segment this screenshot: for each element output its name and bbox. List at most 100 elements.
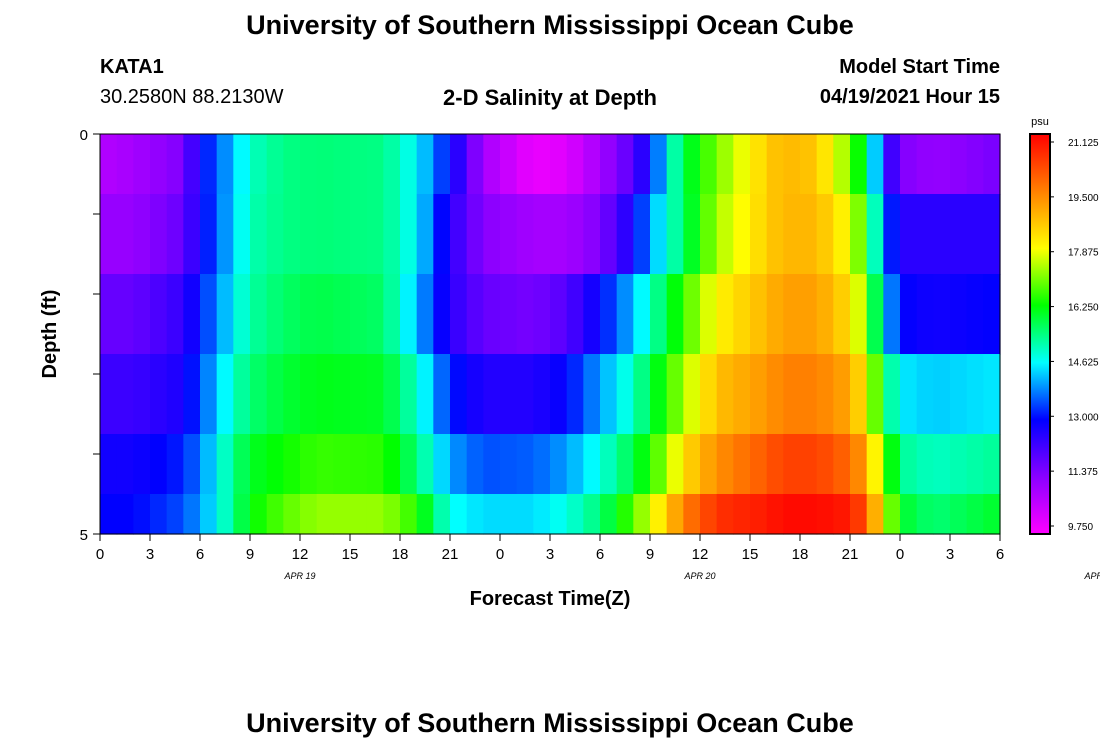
heatmap-cell (750, 134, 768, 195)
chart-heading: 2-D Salinity at Depth (443, 85, 657, 110)
heatmap-cell (966, 134, 984, 195)
station-id: KATA1 (100, 56, 164, 78)
heatmap-cell (833, 434, 851, 495)
x-tick-label: 21 (442, 546, 459, 563)
heatmap-cell (783, 434, 801, 495)
heatmap-cell (116, 494, 134, 535)
heatmap-cell (266, 274, 284, 355)
x-tick-label: 9 (646, 546, 654, 563)
colorbar-tick-label: 17.875 (1068, 248, 1099, 259)
colorbar-tick-label: 16.250 (1068, 303, 1099, 314)
heatmap-cell (600, 494, 618, 535)
heatmap-cell (283, 434, 301, 495)
heatmap-cell (200, 434, 218, 495)
heatmap-cell (550, 134, 568, 195)
heatmap-cell (966, 274, 984, 355)
heatmap-cell (416, 494, 434, 535)
heatmap-cell (316, 194, 334, 275)
heatmap-cell (716, 274, 734, 355)
heatmap-cell (350, 354, 368, 435)
heatmap-cell (583, 134, 601, 195)
heatmap-cell (983, 274, 1001, 355)
heatmap-cell (616, 194, 634, 275)
heatmap-cell (700, 134, 718, 195)
heatmap-cell (900, 354, 918, 435)
heatmap-cell (783, 194, 801, 275)
heatmap-cell (850, 354, 868, 435)
x-axis: 0 3 6 9 12 15 18 21 0 3 6 9 12 15 18 21 0 3 6 APR 19 APR 20 A… (96, 534, 1100, 581)
heatmap-cell (400, 274, 418, 355)
heatmap-cell (983, 434, 1001, 495)
heatmap-cell (533, 134, 551, 195)
heatmap-cell (300, 434, 318, 495)
heatmap-cell (166, 354, 184, 435)
heatmap-cell (633, 274, 651, 355)
heatmap-cell (700, 354, 718, 435)
heatmap-cell (766, 274, 784, 355)
heatmap-cell (266, 194, 284, 275)
heatmap-cell (383, 434, 401, 495)
heatmap-cell (633, 434, 651, 495)
heatmap-cell (783, 494, 801, 535)
heatmap-cell (650, 274, 668, 355)
heatmap-cell (750, 434, 768, 495)
heatmap-cell (900, 134, 918, 195)
heatmap-cell (183, 134, 201, 195)
heatmap-cell (950, 274, 968, 355)
heatmap-cell (800, 354, 818, 435)
heatmap-cell (900, 434, 918, 495)
heatmap-cell (750, 274, 768, 355)
heatmap-cell (483, 274, 501, 355)
heatmap-cell (116, 134, 134, 195)
heatmap-cell (100, 274, 118, 355)
heatmap-cell (600, 194, 618, 275)
heatmap-cell (583, 354, 601, 435)
x-tick-label: 15 (342, 546, 359, 563)
heatmap-cell (133, 134, 151, 195)
heatmap-cell (516, 494, 534, 535)
heatmap-cell (850, 194, 868, 275)
heatmap-cell (833, 194, 851, 275)
heatmap-cell (366, 274, 384, 355)
heatmap-cell (900, 494, 918, 535)
heatmap-cell (350, 194, 368, 275)
heatmap-cell (950, 494, 968, 535)
heatmap-cell (583, 494, 601, 535)
heatmap-cell (516, 434, 534, 495)
heatmap-cell (950, 434, 968, 495)
heatmap-cell (516, 194, 534, 275)
heatmap-cell (700, 434, 718, 495)
heatmap-cell (983, 134, 1001, 195)
heatmap-cell (200, 194, 218, 275)
x-tick-label: 21 (842, 546, 859, 563)
heatmap-cell (633, 494, 651, 535)
page-title: University of Southern Mississippi Ocean… (246, 10, 854, 40)
heatmap-cell (733, 354, 751, 435)
heatmap-cell (983, 354, 1001, 435)
heatmap-cell (850, 434, 868, 495)
heatmap-cell (666, 434, 684, 495)
heatmap-cell (483, 194, 501, 275)
heatmap-cell (816, 494, 834, 535)
x-tick-label: 12 (292, 546, 309, 563)
y-tick-label: 0 (80, 127, 88, 144)
heatmap-cell (933, 194, 951, 275)
x-tick-label: 6 (196, 546, 204, 563)
heatmap-cell (550, 194, 568, 275)
heatmap-cell (466, 194, 484, 275)
heatmap-cell (933, 134, 951, 195)
heatmap-cell (916, 354, 934, 435)
heatmap-cell (816, 134, 834, 195)
heatmap-cell (150, 434, 168, 495)
heatmap-cell (900, 194, 918, 275)
x-tick-label: 12 (692, 546, 709, 563)
heatmap-cell (700, 274, 718, 355)
heatmap-cell (216, 274, 234, 355)
heatmap-cell (166, 194, 184, 275)
heatmap-cell (500, 494, 518, 535)
heatmap-cell (100, 194, 118, 275)
heatmap-cell (316, 434, 334, 495)
heatmap-cell (833, 134, 851, 195)
heatmap-cell (250, 194, 268, 275)
heatmap-cell (450, 194, 468, 275)
